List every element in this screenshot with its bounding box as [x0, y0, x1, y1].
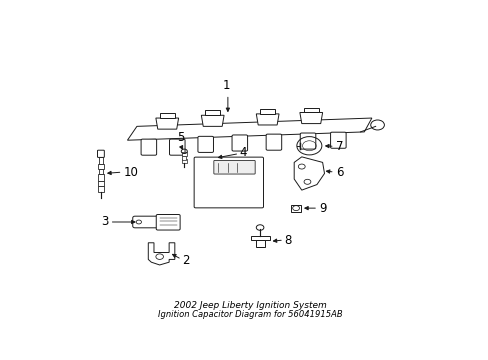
- Bar: [98, 164, 104, 169]
- Polygon shape: [294, 157, 324, 190]
- FancyBboxPatch shape: [213, 161, 255, 174]
- FancyBboxPatch shape: [132, 216, 163, 228]
- Bar: [255, 240, 264, 247]
- Bar: [290, 204, 301, 212]
- Bar: [159, 113, 175, 118]
- Text: Ignition Capacitor Diagram for 56041915AB: Ignition Capacitor Diagram for 56041915A…: [158, 310, 342, 319]
- Bar: [99, 169, 103, 174]
- Text: 1: 1: [222, 79, 229, 92]
- Bar: [181, 159, 186, 163]
- Bar: [98, 181, 103, 186]
- Text: 7: 7: [335, 140, 343, 153]
- Polygon shape: [256, 114, 279, 125]
- FancyBboxPatch shape: [232, 135, 247, 151]
- Text: 4: 4: [239, 146, 246, 159]
- Text: 3: 3: [101, 216, 108, 229]
- Bar: [250, 236, 269, 240]
- Text: 2: 2: [182, 254, 189, 267]
- FancyBboxPatch shape: [169, 139, 184, 155]
- FancyBboxPatch shape: [97, 150, 104, 157]
- FancyBboxPatch shape: [194, 157, 263, 208]
- Polygon shape: [156, 118, 178, 129]
- Bar: [260, 109, 275, 114]
- Text: 2002 Jeep Liberty Ignition System: 2002 Jeep Liberty Ignition System: [174, 301, 326, 310]
- FancyBboxPatch shape: [156, 215, 180, 230]
- Text: 9: 9: [318, 202, 325, 215]
- FancyBboxPatch shape: [265, 134, 281, 150]
- Bar: [97, 186, 104, 192]
- FancyBboxPatch shape: [330, 132, 346, 148]
- Polygon shape: [299, 112, 322, 123]
- Text: 10: 10: [123, 166, 138, 179]
- Bar: [97, 174, 104, 181]
- Bar: [205, 110, 220, 115]
- FancyBboxPatch shape: [198, 136, 213, 152]
- Text: 5: 5: [177, 131, 184, 144]
- Text: 6: 6: [335, 166, 343, 179]
- Bar: [182, 156, 186, 159]
- Bar: [99, 157, 102, 164]
- FancyBboxPatch shape: [300, 133, 315, 149]
- Polygon shape: [148, 243, 175, 265]
- Polygon shape: [127, 118, 371, 140]
- Polygon shape: [201, 115, 224, 126]
- FancyBboxPatch shape: [141, 139, 156, 155]
- Text: 8: 8: [284, 234, 291, 247]
- Bar: [182, 152, 186, 156]
- Bar: [303, 108, 318, 112]
